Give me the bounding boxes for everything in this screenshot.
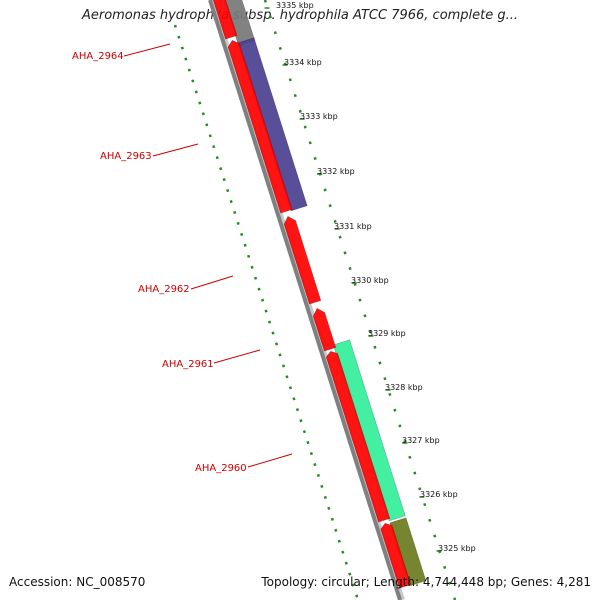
ruler-kbp-label: 3330 kbp <box>351 276 389 285</box>
ruler-kbp-label: 3331 kbp <box>334 222 372 231</box>
forward-gene-feature[interactable] <box>227 39 293 214</box>
gene-label-leader <box>152 143 199 157</box>
accession-text: Accession: NC_008570 <box>9 575 146 589</box>
ruler-kbp-label: 3334 kbp <box>284 58 322 67</box>
forward-gene-feature[interactable] <box>312 307 337 352</box>
gene-label-leader <box>213 349 261 364</box>
ruler-kbp-label: 3326 kbp <box>420 490 458 499</box>
forward-gene-feature[interactable] <box>283 215 322 305</box>
ruler-kbp-label: 3327 kbp <box>402 436 440 445</box>
gene-label[interactable]: AHA_2964 <box>72 51 124 62</box>
forward-gene-feature[interactable] <box>212 0 238 40</box>
forward-gene-feature[interactable] <box>380 522 412 589</box>
ruler-kbp-label: 3328 kbp <box>385 383 423 392</box>
ruler-kbp-label: 3329 kbp <box>368 329 406 338</box>
forward-gene-feature[interactable] <box>325 350 391 523</box>
map-title: Aeromonas hydrophila subsp. hydrophila A… <box>81 8 519 23</box>
ruler-kbp-label: 3325 kbp <box>438 544 476 553</box>
ruler-ticks: 3335 kbp 3334 kbp 3333 kbp 3332 kbp 3331 kbp… <box>264 1 476 553</box>
outer-ruler-line <box>263 0 457 600</box>
genome-backbone <box>208 0 402 600</box>
gene-features <box>212 0 427 589</box>
genome-summary-text: Topology: circular; Length: 4,744,448 bp… <box>261 575 591 589</box>
gene-label[interactable]: AHA_2963 <box>100 151 152 162</box>
ruler-kbp-label: 3332 kbp <box>317 167 355 176</box>
gene-labels: AHA_2964 AHA_2963 AHA_2962 AHA_2961 AHA_2960 <box>72 43 293 474</box>
ruler-kbp-label: 3333 kbp <box>300 112 338 121</box>
ruler-kbp-label: 3335 kbp <box>276 1 314 10</box>
gene-label-leader <box>123 43 171 57</box>
gene-label-leader <box>247 453 293 468</box>
gene-label[interactable]: AHA_2962 <box>138 284 190 295</box>
gene-label[interactable]: AHA_2961 <box>162 359 214 370</box>
gene-label-leader <box>190 275 234 290</box>
gene-label[interactable]: AHA_2960 <box>195 463 247 474</box>
